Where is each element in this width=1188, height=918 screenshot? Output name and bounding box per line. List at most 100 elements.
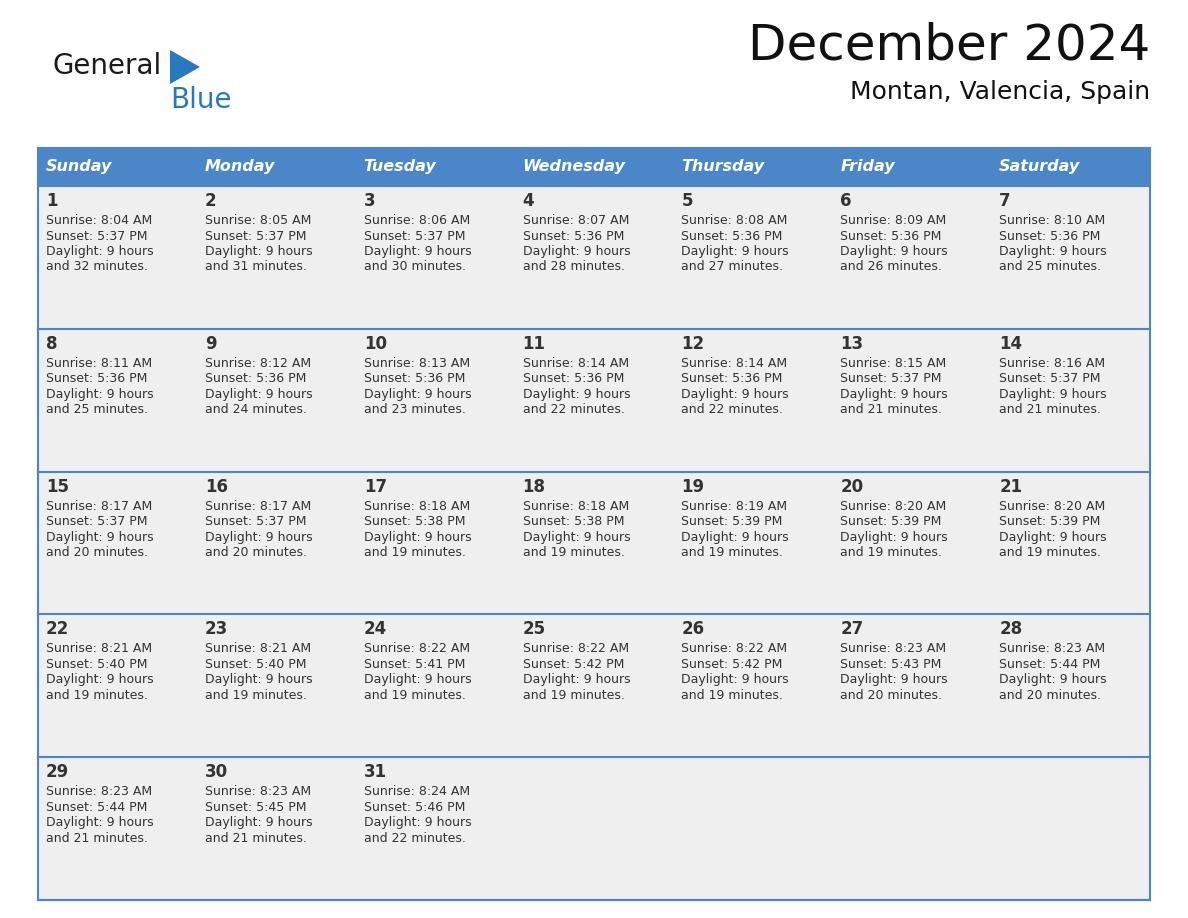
Bar [514, 186, 674, 329]
Bar [674, 148, 833, 186]
Bar [197, 614, 355, 757]
Text: Sunrise: 8:16 AM: Sunrise: 8:16 AM [999, 357, 1105, 370]
Text: 14: 14 [999, 335, 1022, 353]
Text: Sunset: 5:36 PM: Sunset: 5:36 PM [682, 230, 783, 242]
Text: Sunrise: 8:14 AM: Sunrise: 8:14 AM [682, 357, 788, 370]
Text: and 22 minutes.: and 22 minutes. [364, 832, 466, 845]
Text: 30: 30 [204, 763, 228, 781]
Bar [197, 186, 355, 329]
Text: and 19 minutes.: and 19 minutes. [364, 546, 466, 559]
Text: Sunset: 5:42 PM: Sunset: 5:42 PM [523, 658, 624, 671]
Text: and 21 minutes.: and 21 minutes. [46, 832, 147, 845]
Text: and 19 minutes.: and 19 minutes. [364, 688, 466, 702]
Bar [991, 757, 1150, 900]
Text: and 21 minutes.: and 21 minutes. [840, 403, 942, 416]
Bar [355, 148, 514, 186]
Text: Sunset: 5:37 PM: Sunset: 5:37 PM [46, 515, 147, 528]
Bar [38, 186, 197, 329]
Text: Daylight: 9 hours: Daylight: 9 hours [682, 674, 789, 687]
Text: December 2024: December 2024 [747, 22, 1150, 70]
Text: and 20 minutes.: and 20 minutes. [840, 688, 942, 702]
Text: Sunrise: 8:22 AM: Sunrise: 8:22 AM [523, 643, 628, 655]
Text: Sunset: 5:39 PM: Sunset: 5:39 PM [999, 515, 1100, 528]
Text: Sunset: 5:39 PM: Sunset: 5:39 PM [840, 515, 942, 528]
Bar [197, 329, 355, 472]
Bar [674, 757, 833, 900]
Text: Sunset: 5:39 PM: Sunset: 5:39 PM [682, 515, 783, 528]
Text: 4: 4 [523, 192, 535, 210]
Text: Sunset: 5:36 PM: Sunset: 5:36 PM [364, 373, 465, 386]
Text: Daylight: 9 hours: Daylight: 9 hours [364, 531, 472, 543]
Text: Blue: Blue [170, 86, 232, 114]
Text: 31: 31 [364, 763, 387, 781]
Bar [833, 472, 991, 614]
Text: Sunset: 5:38 PM: Sunset: 5:38 PM [523, 515, 624, 528]
Text: and 25 minutes.: and 25 minutes. [46, 403, 148, 416]
Bar [991, 148, 1150, 186]
Text: Sunrise: 8:22 AM: Sunrise: 8:22 AM [364, 643, 469, 655]
Text: Sunrise: 8:23 AM: Sunrise: 8:23 AM [999, 643, 1105, 655]
Text: and 20 minutes.: and 20 minutes. [999, 688, 1101, 702]
Text: Daylight: 9 hours: Daylight: 9 hours [364, 816, 472, 829]
Text: Daylight: 9 hours: Daylight: 9 hours [523, 245, 630, 258]
Text: Sunrise: 8:17 AM: Sunrise: 8:17 AM [46, 499, 152, 512]
Text: and 19 minutes.: and 19 minutes. [523, 546, 625, 559]
Text: Sunset: 5:36 PM: Sunset: 5:36 PM [523, 230, 624, 242]
Text: Daylight: 9 hours: Daylight: 9 hours [204, 531, 312, 543]
Text: 24: 24 [364, 621, 387, 638]
Text: Daylight: 9 hours: Daylight: 9 hours [364, 387, 472, 401]
Text: Tuesday: Tuesday [364, 160, 436, 174]
Text: Sunrise: 8:21 AM: Sunrise: 8:21 AM [204, 643, 311, 655]
Text: Saturday: Saturday [999, 160, 1080, 174]
Text: Daylight: 9 hours: Daylight: 9 hours [682, 531, 789, 543]
Text: Sunset: 5:38 PM: Sunset: 5:38 PM [364, 515, 466, 528]
Text: Sunset: 5:45 PM: Sunset: 5:45 PM [204, 800, 307, 813]
Text: Sunrise: 8:09 AM: Sunrise: 8:09 AM [840, 214, 947, 227]
Text: Sunrise: 8:14 AM: Sunrise: 8:14 AM [523, 357, 628, 370]
Text: Daylight: 9 hours: Daylight: 9 hours [682, 387, 789, 401]
Text: 21: 21 [999, 477, 1022, 496]
Text: and 24 minutes.: and 24 minutes. [204, 403, 307, 416]
Text: Daylight: 9 hours: Daylight: 9 hours [364, 674, 472, 687]
Text: Sunset: 5:37 PM: Sunset: 5:37 PM [364, 230, 466, 242]
Text: Sunrise: 8:23 AM: Sunrise: 8:23 AM [204, 785, 311, 798]
Text: Daylight: 9 hours: Daylight: 9 hours [204, 387, 312, 401]
Bar [991, 186, 1150, 329]
Text: Daylight: 9 hours: Daylight: 9 hours [999, 674, 1107, 687]
Text: Daylight: 9 hours: Daylight: 9 hours [682, 245, 789, 258]
Text: 28: 28 [999, 621, 1022, 638]
Text: Daylight: 9 hours: Daylight: 9 hours [840, 387, 948, 401]
Text: Sunrise: 8:19 AM: Sunrise: 8:19 AM [682, 499, 788, 512]
Text: 6: 6 [840, 192, 852, 210]
Text: Sunset: 5:40 PM: Sunset: 5:40 PM [204, 658, 307, 671]
Text: Thursday: Thursday [682, 160, 765, 174]
Text: Daylight: 9 hours: Daylight: 9 hours [523, 387, 630, 401]
Text: Sunrise: 8:08 AM: Sunrise: 8:08 AM [682, 214, 788, 227]
Bar [674, 614, 833, 757]
Text: and 19 minutes.: and 19 minutes. [999, 546, 1101, 559]
Text: Sunrise: 8:17 AM: Sunrise: 8:17 AM [204, 499, 311, 512]
Bar [833, 757, 991, 900]
Text: and 21 minutes.: and 21 minutes. [999, 403, 1101, 416]
Text: and 22 minutes.: and 22 minutes. [523, 403, 625, 416]
Bar [674, 186, 833, 329]
Text: Daylight: 9 hours: Daylight: 9 hours [840, 674, 948, 687]
Text: Friday: Friday [840, 160, 895, 174]
Bar [514, 329, 674, 472]
Text: and 28 minutes.: and 28 minutes. [523, 261, 625, 274]
Text: Sunset: 5:36 PM: Sunset: 5:36 PM [46, 373, 147, 386]
Bar [38, 757, 197, 900]
Polygon shape [170, 50, 200, 84]
Text: Sunset: 5:43 PM: Sunset: 5:43 PM [840, 658, 942, 671]
Text: Sunrise: 8:15 AM: Sunrise: 8:15 AM [840, 357, 947, 370]
Bar [38, 148, 197, 186]
Text: Sunrise: 8:20 AM: Sunrise: 8:20 AM [840, 499, 947, 512]
Text: and 19 minutes.: and 19 minutes. [682, 546, 783, 559]
Bar [833, 186, 991, 329]
Bar [355, 614, 514, 757]
Text: and 32 minutes.: and 32 minutes. [46, 261, 147, 274]
Bar [991, 472, 1150, 614]
Text: Sunset: 5:37 PM: Sunset: 5:37 PM [204, 515, 307, 528]
Text: Sunrise: 8:13 AM: Sunrise: 8:13 AM [364, 357, 469, 370]
Bar [514, 472, 674, 614]
